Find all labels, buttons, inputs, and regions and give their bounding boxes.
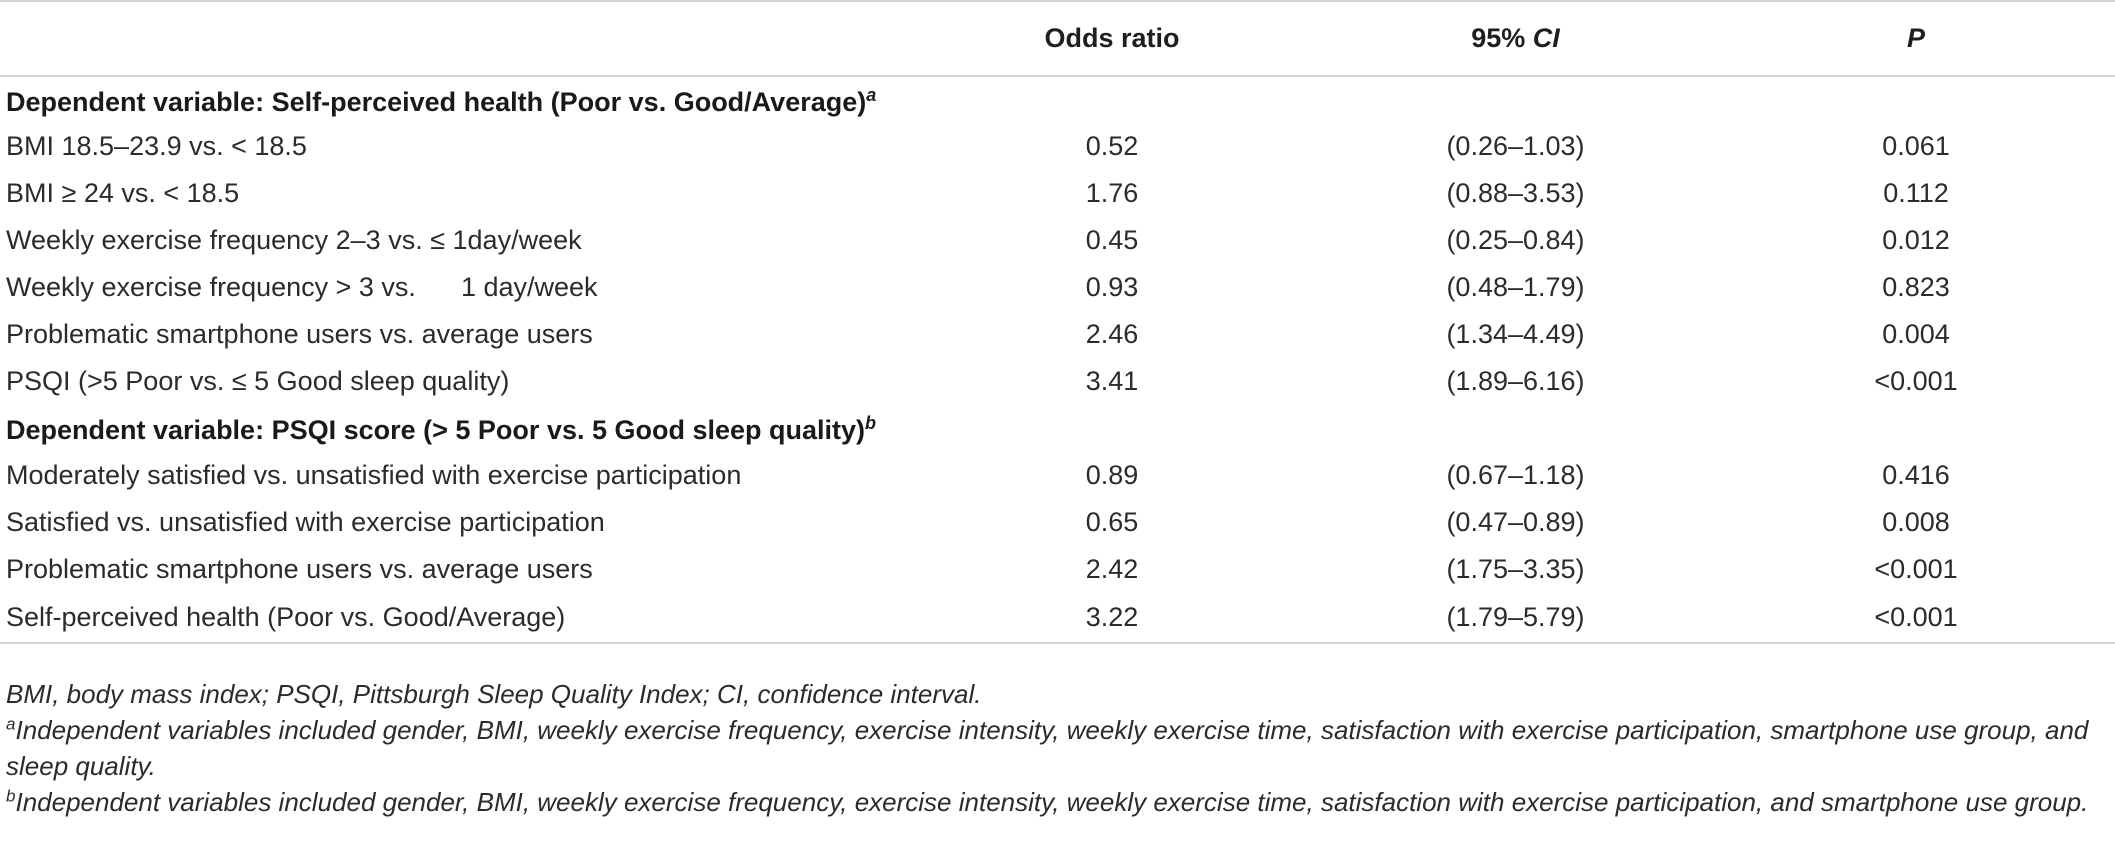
row-label: Problematic smartphone users vs. average… [6, 554, 593, 584]
odds-ratio-table: Odds ratio 95% CI P Dependent variable: … [0, 0, 2115, 644]
row-odds-ratio: 0.52 [1085, 131, 1139, 161]
row-ci: (1.34–4.49) [1446, 319, 1585, 349]
row-odds-ratio: 3.22 [950, 593, 1274, 644]
row-label: Problematic smartphone users vs. average… [6, 319, 593, 349]
header-ci: 95% CI [1274, 0, 1677, 77]
row-odds-ratio: 2.42 [1085, 554, 1139, 584]
header-odds-ratio: Odds ratio [950, 0, 1274, 77]
row-ci: (1.75–3.35) [1446, 554, 1585, 584]
row-odds-ratio: 2.46 [1085, 319, 1139, 349]
row-p: 0.008 [1882, 507, 1950, 537]
row-p: <0.001 [1677, 593, 2115, 644]
header-p-italic: P [1906, 23, 1925, 53]
row-ci: (1.89–6.16) [1446, 366, 1585, 396]
row-label: Satisfied vs. unsatisfied with exercise … [6, 507, 605, 537]
table-row: Satisfied vs. unsatisfied with exercise … [0, 499, 2115, 546]
footnote-a-marker: a [6, 714, 16, 734]
section-title-text: Dependent variable: Self-perceived healt… [6, 86, 867, 117]
row-ci: (0.25–0.84) [1446, 225, 1585, 255]
section-heading: Dependent variable: Self-perceived healt… [0, 76, 2115, 123]
row-odds-ratio: 0.45 [1085, 225, 1139, 255]
table-row: PSQI (>5 Poor vs. ≤ 5 Good sleep quality… [0, 358, 2115, 405]
row-p: 0.012 [1882, 225, 1950, 255]
table-footnotes: BMI, body mass index; PSQI, Pittsburgh S… [6, 676, 2106, 820]
footnote-marker: a [866, 84, 877, 105]
footnote-a: aIndependent variables included gender, … [6, 712, 2106, 784]
row-ci: (1.79–5.79) [1274, 593, 1677, 644]
row-odds-ratio: 1.76 [1085, 178, 1139, 208]
row-ci: (0.48–1.79) [1446, 272, 1585, 302]
table-row: Problematic smartphone users vs. average… [0, 546, 2115, 593]
row-p: 0.061 [1882, 131, 1950, 161]
table-row: Problematic smartphone users vs. average… [0, 311, 2115, 358]
row-label: Weekly exercise frequency 2–3 vs. ≤ 1day… [6, 225, 582, 255]
row-label: Moderately satisfied vs. unsatisfied wit… [6, 460, 742, 490]
row-p: <0.001 [1874, 366, 1958, 396]
header-row: Odds ratio 95% CI P [0, 0, 2115, 77]
row-p: <0.001 [1874, 554, 1958, 584]
footnote-marker: b [865, 413, 877, 433]
header-ci-italic: CI [1532, 23, 1560, 53]
footnote-b: bIndependent variables included gender, … [6, 784, 2106, 820]
table-row: Moderately satisfied vs. unsatisfied wit… [0, 452, 2115, 499]
row-ci: (0.88–3.53) [1446, 178, 1585, 208]
row-odds-ratio: 0.89 [1085, 460, 1139, 490]
table-row: Weekly exercise frequency > 3 vs. 1 day/… [0, 264, 2115, 311]
header-ci-prefix: 95% [1471, 23, 1533, 53]
header-p: P [1677, 0, 2115, 77]
section-title-text: Dependent variable: PSQI score (> 5 Poor… [6, 415, 866, 445]
footnote-b-text: Independent variables included gender, B… [15, 787, 2089, 817]
header-label [0, 0, 950, 77]
row-label: Self-perceived health (Poor vs. Good/Ave… [0, 593, 950, 644]
table-body: Dependent variable: Self-perceived healt… [0, 76, 2115, 644]
section-title: Dependent variable: PSQI score (> 5 Poor… [0, 405, 2115, 452]
row-label: Weekly exercise frequency > 3 vs. 1 day/… [6, 272, 598, 302]
row-ci: (0.67–1.18) [1446, 460, 1585, 490]
row-p: 0.416 [1882, 460, 1950, 490]
row-label: BMI 18.5–23.9 vs. < 18.5 [6, 131, 307, 161]
row-p: 0.823 [1882, 272, 1950, 302]
row-odds-ratio: 0.93 [1085, 272, 1139, 302]
row-label: BMI ≥ 24 vs. < 18.5 [6, 178, 240, 208]
section-heading: Dependent variable: PSQI score (> 5 Poor… [0, 405, 2115, 452]
table-row: Weekly exercise frequency 2–3 vs. ≤ 1day… [0, 217, 2115, 264]
footnote-abbreviations: BMI, body mass index; PSQI, Pittsburgh S… [6, 679, 982, 709]
section-title: Dependent variable: Self-perceived healt… [0, 76, 2115, 123]
row-label: PSQI (>5 Poor vs. ≤ 5 Good sleep quality… [6, 366, 510, 396]
footnote-b-marker: b [6, 786, 16, 806]
table-row: BMI ≥ 24 vs. < 18.5 1.76 (0.88–3.53) 0.1… [0, 170, 2115, 217]
row-odds-ratio: 0.65 [1085, 507, 1139, 537]
table-header: Odds ratio 95% CI P [0, 0, 2115, 77]
row-p: 0.004 [1882, 319, 1950, 349]
footnote-a-text: Independent variables included gender, B… [6, 715, 2089, 781]
table-row: Self-perceived health (Poor vs. Good/Ave… [0, 593, 2115, 644]
row-odds-ratio: 3.41 [1085, 366, 1139, 396]
row-ci: (0.47–0.89) [1446, 507, 1585, 537]
row-ci: (0.26–1.03) [1446, 131, 1585, 161]
table-row: BMI 18.5–23.9 vs. < 18.5 0.52 (0.26–1.03… [0, 123, 2115, 170]
row-p: 0.112 [1883, 178, 1949, 208]
